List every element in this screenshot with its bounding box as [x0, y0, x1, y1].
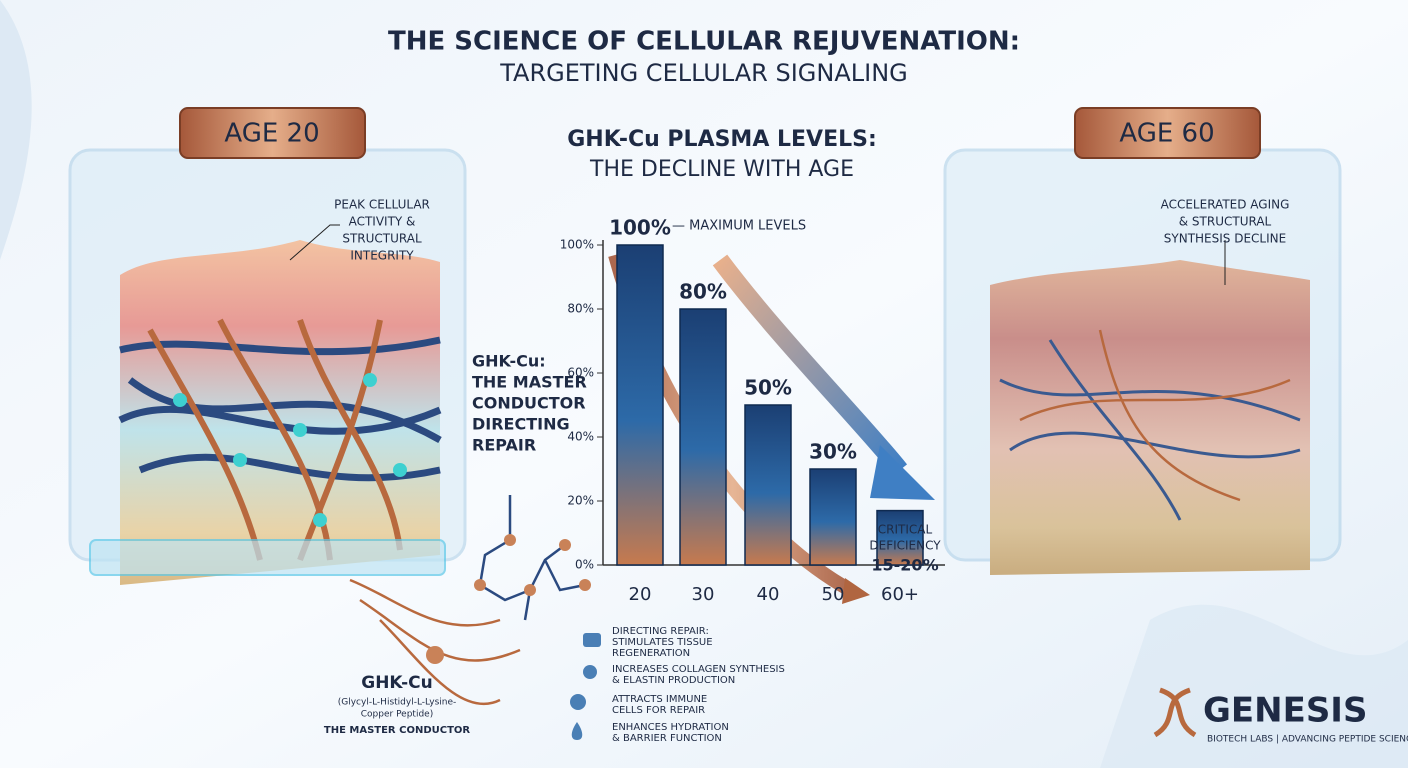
conductor-label: CONDUCTOR	[472, 394, 586, 413]
molecule-role: THE MASTER CONDUCTOR	[324, 725, 471, 736]
panel-label: AGE 60	[1119, 119, 1214, 149]
wave	[1100, 604, 1408, 768]
wave	[0, 0, 32, 260]
conductor-label: THE MASTER	[472, 373, 587, 392]
y-tick-label: 40%	[567, 430, 594, 444]
benefit-text: CELLS FOR REPAIR	[612, 705, 705, 716]
bar	[679, 308, 727, 566]
decline-arrow	[870, 445, 935, 500]
panel-note: INTEGRITY	[350, 249, 414, 263]
x-tick-label: 50	[822, 584, 845, 605]
value-label: 100%	[609, 216, 671, 240]
title: THE SCIENCE OF CELLULAR REJUVENATION:	[388, 27, 1020, 57]
benefit-text: & BARRIER FUNCTION	[612, 733, 722, 744]
panel-note: SYNTHESIS DECLINE	[1164, 232, 1286, 246]
molecule-illustration	[349, 495, 591, 706]
benefit-text: & ELASTIN PRODUCTION	[612, 675, 735, 686]
conductor-label: DIRECTING	[472, 415, 570, 434]
value-label: 80%	[679, 280, 727, 304]
conductor-label: REPAIR	[472, 436, 536, 455]
aged-skin-panel	[943, 107, 1342, 575]
panel-note: PEAK CELLULAR	[334, 198, 430, 212]
y-tick-label: 20%	[567, 494, 594, 508]
panel-note: STRUCTURAL	[342, 232, 422, 246]
benefit-text: STIMULATES TISSUE	[612, 637, 713, 648]
benefit-text: INCREASES COLLAGEN SYNTHESIS	[612, 664, 785, 675]
x-tick-label: 20	[629, 584, 652, 605]
benefit-text: DIRECTING REPAIR:	[612, 626, 709, 637]
y-tick-label: 60%	[567, 366, 594, 380]
molecule-name: GHK-Cu	[361, 673, 433, 693]
benefit-text: ATTRACTS IMMUNE	[612, 694, 707, 705]
annotation: — MAXIMUM LEVELS	[672, 219, 806, 234]
x-tick-label: 30	[692, 584, 715, 605]
annotation: CRITICAL	[878, 523, 933, 537]
bar	[744, 404, 792, 566]
panel-note: & STRUCTURAL	[1179, 215, 1272, 229]
bar	[809, 468, 857, 566]
panel-note: ACTIVITY &	[349, 215, 416, 229]
x-tick-label: 60+	[881, 584, 919, 605]
young-skin-panel	[68, 107, 467, 585]
x-tick-label: 40	[757, 584, 780, 605]
molecule-full-name: Copper Peptide)	[361, 710, 433, 720]
logo-name: GENESIS	[1203, 691, 1367, 731]
annotation: DEFICIENCY	[869, 539, 941, 553]
annotation: 15-20%	[871, 556, 938, 575]
bar	[616, 244, 664, 566]
benefit-text: REGENERATION	[612, 648, 690, 659]
panel-note: ACCELERATED AGING	[1161, 198, 1290, 212]
chart-title: GHK-Cu PLASMA LEVELS:	[567, 127, 877, 152]
chart-subtitle: THE DECLINE WITH AGE	[589, 157, 854, 182]
decline-arrow	[842, 578, 870, 604]
y-tick-label: 80%	[567, 302, 594, 316]
conductor-label: GHK-Cu:	[472, 352, 546, 371]
bar	[876, 509, 924, 566]
logo-mark	[1153, 687, 1197, 738]
y-tick-label: 0%	[575, 558, 594, 572]
logo-tagline: BIOTECH LABS | ADVANCING PEPTIDE SCIENCE	[1207, 735, 1408, 745]
benefit-icons	[570, 633, 601, 740]
y-tick-label: 100%	[560, 238, 594, 252]
subtitle: TARGETING CELLULAR SIGNALING	[499, 59, 908, 87]
molecule-full-name: (Glycyl-L-Histidyl-L-Lysine-	[338, 698, 457, 708]
benefit-text: ENHANCES HYDRATION	[612, 722, 729, 733]
value-label: 30%	[809, 440, 857, 464]
value-label: 50%	[744, 376, 792, 400]
panel-label: AGE 20	[224, 119, 319, 149]
